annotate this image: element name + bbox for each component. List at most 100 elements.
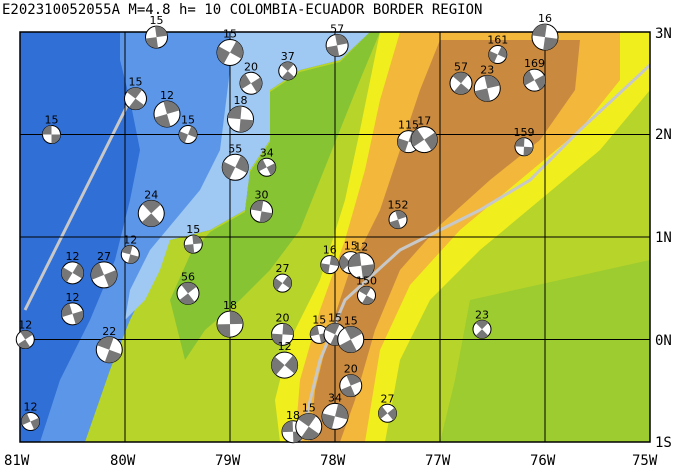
focal-mechanism: 15	[145, 14, 168, 49]
focal-mechanism: 16	[531, 12, 559, 51]
focal-mechanism: 37	[278, 50, 298, 81]
depth-label: 23	[475, 308, 489, 321]
lowland-region	[170, 32, 380, 360]
focal-mechanism: 169	[523, 57, 546, 92]
focal-mechanism: 24	[137, 188, 165, 227]
focal-mechanism: 152	[388, 199, 409, 230]
focal-mechanism: 55	[221, 142, 249, 181]
beachball-quadrants	[257, 159, 276, 176]
depth-label: 150	[356, 274, 377, 287]
depth-label: 20	[244, 60, 258, 73]
focal-mechanism: 161	[487, 34, 508, 65]
beachball-quadrants	[532, 24, 558, 51]
focal-mechanism: 12	[21, 401, 40, 431]
beachball-quadrants	[411, 128, 438, 151]
depth-label: 15	[181, 114, 195, 127]
beachball-quadrants	[240, 73, 262, 93]
beachball-quadrants	[184, 235, 203, 254]
beachball-quadrants	[145, 26, 168, 49]
focal-mechanism: 23	[472, 308, 492, 339]
depth-label: 16	[538, 12, 552, 25]
depth-label: 12	[278, 340, 292, 353]
depth-label: 24	[144, 188, 158, 201]
focal-mechanism: 57	[449, 60, 473, 95]
focal-mechanism: 12	[347, 241, 375, 280]
depth-label: 34	[328, 391, 342, 404]
depth-label: 12	[66, 250, 80, 263]
lat-label-1s: 1S	[655, 435, 672, 451]
depth-label: 17	[417, 115, 431, 128]
beachball-quadrants	[326, 34, 348, 57]
lat-label-0n: 0N	[655, 333, 672, 349]
beachball-quadrants	[42, 125, 61, 144]
depth-label: 161	[487, 34, 508, 47]
lon-label-76w: 76W	[530, 453, 556, 469]
lat-label-3n: 3N	[655, 26, 672, 42]
depth-label: 57	[330, 22, 344, 35]
depth-label: 115	[398, 119, 419, 132]
focal-mechanism: 15	[309, 313, 329, 344]
focal-mechanism: 17	[410, 115, 438, 154]
beachball-quadrants	[339, 326, 363, 353]
focal-mechanism: 20	[239, 60, 263, 95]
focal-mechanism: 12	[15, 319, 35, 349]
lon-label-75w: 75W	[632, 453, 658, 469]
focal-mechanism: 57	[325, 22, 349, 57]
focal-mechanism: 12	[271, 340, 299, 379]
beachball-quadrants	[121, 245, 139, 264]
beachball-quadrants	[298, 413, 320, 440]
depth-label: 15	[344, 315, 358, 328]
depth-label: 22	[102, 325, 116, 338]
focal-mechanism: 15	[124, 76, 147, 111]
depth-label: 15	[328, 311, 342, 324]
beachball-quadrants	[340, 374, 361, 397]
beachball-quadrants	[91, 262, 117, 287]
beachball-quadrants	[322, 403, 348, 429]
beachball-quadrants	[348, 252, 375, 279]
depth-label: 27	[276, 262, 290, 275]
lon-label-81w: 81W	[4, 453, 30, 469]
beachball-quadrants	[271, 323, 294, 346]
beachball-quadrants	[97, 336, 122, 363]
depth-label: 57	[454, 60, 468, 73]
beachball-quadrants	[21, 413, 40, 430]
page-title: E202310052055A M=4.8 h= 10 COLOMBIA-ECUA…	[2, 2, 483, 18]
depth-label: 152	[388, 199, 409, 212]
focal-mechanism: 16	[320, 244, 340, 275]
focal-mechanism: 27	[90, 250, 118, 289]
lon-label-77w: 77W	[425, 453, 451, 469]
depth-label: 23	[480, 63, 494, 76]
depth-label: 12	[24, 401, 38, 414]
beachball-quadrants	[515, 137, 533, 156]
beachball-quadrants	[475, 320, 489, 339]
depth-label: 15	[344, 240, 358, 253]
depth-label: 30	[255, 188, 269, 201]
focal-mechanism: 27	[378, 392, 397, 423]
focal-mechanism: 15	[42, 114, 61, 144]
depth-label: 27	[381, 392, 395, 405]
focal-mechanism: 34	[321, 391, 349, 430]
beachball-quadrants	[227, 106, 254, 133]
lon-label-79w: 79W	[215, 453, 241, 469]
focal-mechanism: 56	[176, 270, 200, 305]
focal-mechanism: 22	[95, 325, 123, 364]
beachball-quadrants	[488, 46, 507, 63]
beachball-quadrants	[320, 255, 339, 274]
depth-label: 15	[223, 28, 237, 41]
beachball-quadrants	[179, 126, 197, 143]
lon-label-80w: 80W	[110, 453, 136, 469]
focal-mechanism: 34	[257, 146, 277, 177]
focal-mechanism: 15	[216, 28, 244, 66]
depth-label: 12	[66, 291, 80, 304]
beachball-quadrants	[474, 75, 500, 102]
depth-label: 15	[312, 313, 326, 326]
beachball-quadrants	[250, 200, 273, 223]
depth-label: 37	[281, 50, 295, 63]
focal-mechanism: 12	[153, 89, 181, 128]
beachball-quadrants	[310, 325, 329, 344]
depth-label: 15	[302, 402, 316, 415]
depth-label: 169	[524, 57, 545, 70]
depth-label: 18	[223, 299, 237, 312]
focal-mechanism: 18	[227, 94, 254, 133]
